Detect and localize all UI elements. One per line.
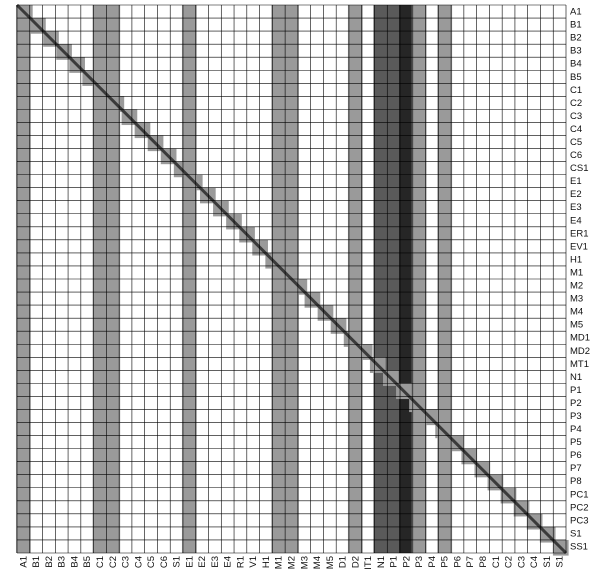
x-tick-label: C2	[504, 556, 515, 568]
x-tick-label: B3	[57, 556, 68, 568]
x-tick-label: M2	[287, 556, 298, 569]
y-tick-label: M3	[570, 294, 583, 305]
x-tick-label: P3	[414, 556, 425, 568]
y-tick-label: H1	[570, 254, 582, 265]
y-tick-label: E4	[570, 215, 582, 226]
y-tick-label: A1	[570, 7, 582, 18]
y-tick-label: M4	[570, 307, 583, 318]
y-tick-label: PC2	[570, 502, 588, 513]
x-tick-label: N1	[376, 556, 387, 568]
y-tick-label: B2	[570, 33, 582, 44]
x-tick-label: R1	[235, 556, 246, 568]
y-tick-label: B1	[570, 20, 582, 31]
y-tick-label: PC1	[570, 489, 588, 500]
x-tick-label: D2	[350, 556, 361, 568]
y-tick-label: P1	[570, 385, 582, 396]
x-tick-label: P2	[401, 556, 412, 568]
y-tick-label: P2	[570, 398, 582, 409]
y-tick-label: B4	[570, 59, 582, 70]
x-tick-label: C5	[146, 556, 157, 568]
x-tick-label: C6	[159, 556, 170, 568]
x-tick-label: C3	[121, 556, 132, 568]
y-tick-label: ER1	[570, 228, 588, 239]
x-tick-label: E2	[197, 556, 208, 568]
x-tick-label: P5	[440, 556, 451, 568]
x-tick-label: P6	[452, 556, 463, 568]
y-tick-label: S1	[570, 528, 582, 539]
y-tick-label: C5	[570, 137, 582, 148]
x-tick-label: A1	[18, 556, 29, 568]
x-tick-label: B2	[44, 556, 55, 568]
x-tick-label: C3	[516, 556, 527, 568]
column-bands	[15, 5, 453, 553]
x-tick-label: H1	[261, 556, 272, 568]
y-tick-label: P6	[570, 450, 582, 461]
x-tick-label: B5	[82, 556, 93, 568]
x-tick-label: B1	[31, 556, 42, 568]
y-tick-label: N1	[570, 372, 582, 383]
x-tick-label: C2	[108, 556, 119, 568]
y-tick-label: M1	[570, 267, 583, 278]
x-tick-label: C1	[95, 556, 106, 568]
y-tick-label: MD2	[570, 346, 590, 357]
x-tick-label: S1	[555, 556, 566, 568]
x-tick-label: P8	[478, 556, 489, 568]
y-tick-label: P4	[570, 424, 582, 435]
y-tick-label: B3	[570, 46, 582, 57]
x-tick-label: E4	[223, 556, 234, 568]
y-tick-label: C6	[570, 150, 582, 161]
y-tick-label: E1	[570, 176, 582, 187]
x-tick-label: M1	[274, 556, 285, 569]
y-tick-label: C2	[570, 98, 582, 109]
y-tick-label: C1	[570, 85, 582, 96]
y-tick-label: CS1	[570, 163, 588, 174]
y-tick-label: M5	[570, 320, 583, 331]
y-tick-label: P3	[570, 411, 582, 422]
y-tick-label: EV1	[570, 241, 588, 252]
x-tick-label: V1	[248, 556, 259, 568]
x-tick-label: P1	[389, 556, 400, 568]
x-tick-label: B4	[69, 556, 80, 568]
y-tick-label: P8	[570, 476, 582, 487]
y-tick-label: MT1	[570, 359, 589, 370]
y-tick-label: PC3	[570, 515, 588, 526]
y-tick-label: B5	[570, 72, 582, 83]
x-tick-label: E3	[210, 556, 221, 568]
y-tick-label: E3	[570, 202, 582, 213]
x-tick-label: S1	[172, 556, 183, 568]
grid-lines	[16, 4, 567, 554]
y-tick-label: C4	[570, 124, 582, 135]
x-tick-label: M4	[312, 556, 323, 569]
y-tick-label: C3	[570, 111, 582, 122]
y-tick-label: P7	[570, 463, 582, 474]
x-tick-label: IT1	[363, 556, 374, 570]
x-tick-label: P7	[465, 556, 476, 568]
x-tick-label: E1	[184, 556, 195, 568]
x-tick-label: C4	[133, 556, 144, 568]
x-tick-label: M5	[325, 556, 336, 569]
x-tick-label: S1	[542, 556, 553, 568]
y-tick-label: P5	[570, 437, 582, 448]
y-tick-label: SS1	[570, 541, 588, 552]
y-tick-label: E2	[570, 189, 582, 200]
x-tick-label: D1	[338, 556, 349, 568]
x-axis-labels: A1 B1 B2 B3 B4 B5 C1 C2 C3 C4 C5 C6 S1 E1 E2 E3 E4 R1 V1 H1…	[18, 556, 565, 570]
y-tick-label: MD1	[570, 333, 590, 344]
x-tick-label: C4	[529, 556, 540, 568]
x-tick-label: M3	[299, 556, 310, 569]
y-axis-labels: A1 B1 B2 B3 B4 B5 C1 C2 C3 C4 C5 C6 CS1 E1 E2 E3 E4 ER1 EV…	[570, 7, 590, 553]
y-tick-label: M2	[570, 281, 583, 292]
x-tick-label: P4	[427, 556, 438, 568]
x-tick-label: C1	[491, 556, 502, 568]
